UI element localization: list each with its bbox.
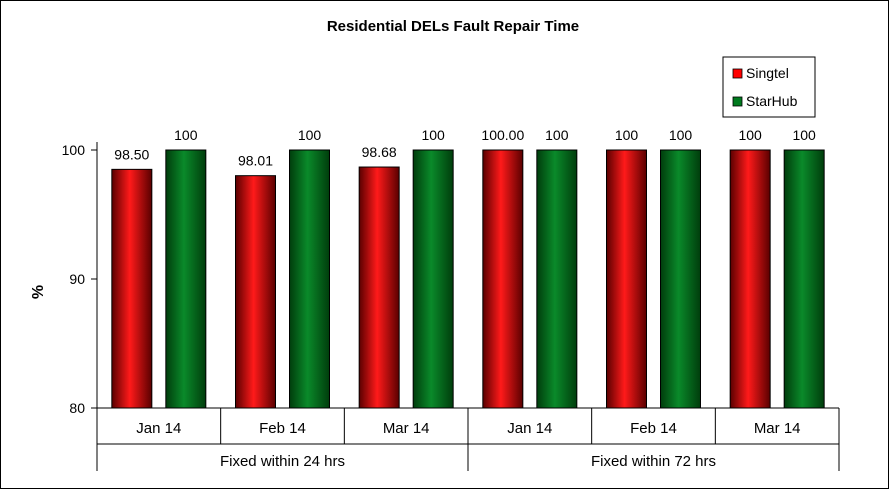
category-label: Jan 14: [136, 420, 181, 437]
bar-singtel: [358, 166, 400, 409]
bar-singtel: [729, 149, 771, 409]
data-label-starhub: 100: [298, 127, 322, 143]
data-label-singtel: 100: [738, 127, 762, 143]
bar-starhub: [412, 149, 454, 409]
legend-label-starhub: StarHub: [746, 93, 798, 109]
category-label: Feb 14: [630, 420, 677, 437]
group-label: Fixed within 24 hrs: [220, 453, 345, 470]
bar-singtel: [111, 168, 153, 409]
data-label-starhub: 100: [174, 127, 198, 143]
legend-box: [722, 56, 816, 118]
bar-starhub: [289, 149, 330, 409]
data-label-starhub: 100: [545, 127, 569, 143]
y-axis-label: %: [30, 285, 47, 299]
data-label-singtel: 98.68: [362, 144, 397, 160]
legend-swatch-singtel: [732, 68, 743, 79]
y-tick-label: 80: [69, 400, 85, 416]
data-label-singtel: 100.00: [481, 127, 524, 143]
data-label-singtel: 100: [615, 127, 639, 143]
y-tick-label: 100: [62, 142, 86, 158]
data-label-singtel: 98.50: [114, 146, 149, 162]
category-label: Mar 14: [383, 420, 430, 437]
legend: Singtel StarHub: [722, 56, 816, 118]
data-label-singtel: 98.01: [238, 153, 273, 169]
bar-starhub: [783, 149, 825, 409]
category-label: Feb 14: [259, 420, 306, 437]
legend-label-singtel: Singtel: [746, 65, 789, 81]
plot-area: 80 90 100 Jan 14 Feb 14 Mar 14 Jan 14 Feb 14 Mar…: [62, 127, 840, 471]
data-label-starhub: 100: [669, 127, 693, 143]
bar-singtel: [235, 175, 276, 409]
bar-starhub: [165, 149, 207, 409]
category-label: Mar 14: [754, 420, 801, 437]
group-label: Fixed within 72 hrs: [591, 453, 716, 470]
data-label-starhub: 100: [421, 127, 445, 143]
legend-swatch-starhub: [732, 96, 743, 107]
bar-singtel: [482, 149, 524, 409]
y-tick-label: 90: [69, 271, 85, 287]
bar-starhub: [660, 149, 701, 409]
data-label-starhub: 100: [792, 127, 816, 143]
bar-singtel: [606, 149, 647, 409]
chart-title: Residential DELs Fault Repair Time: [327, 18, 579, 35]
category-label: Jan 14: [507, 420, 552, 437]
bar-starhub: [536, 149, 578, 409]
